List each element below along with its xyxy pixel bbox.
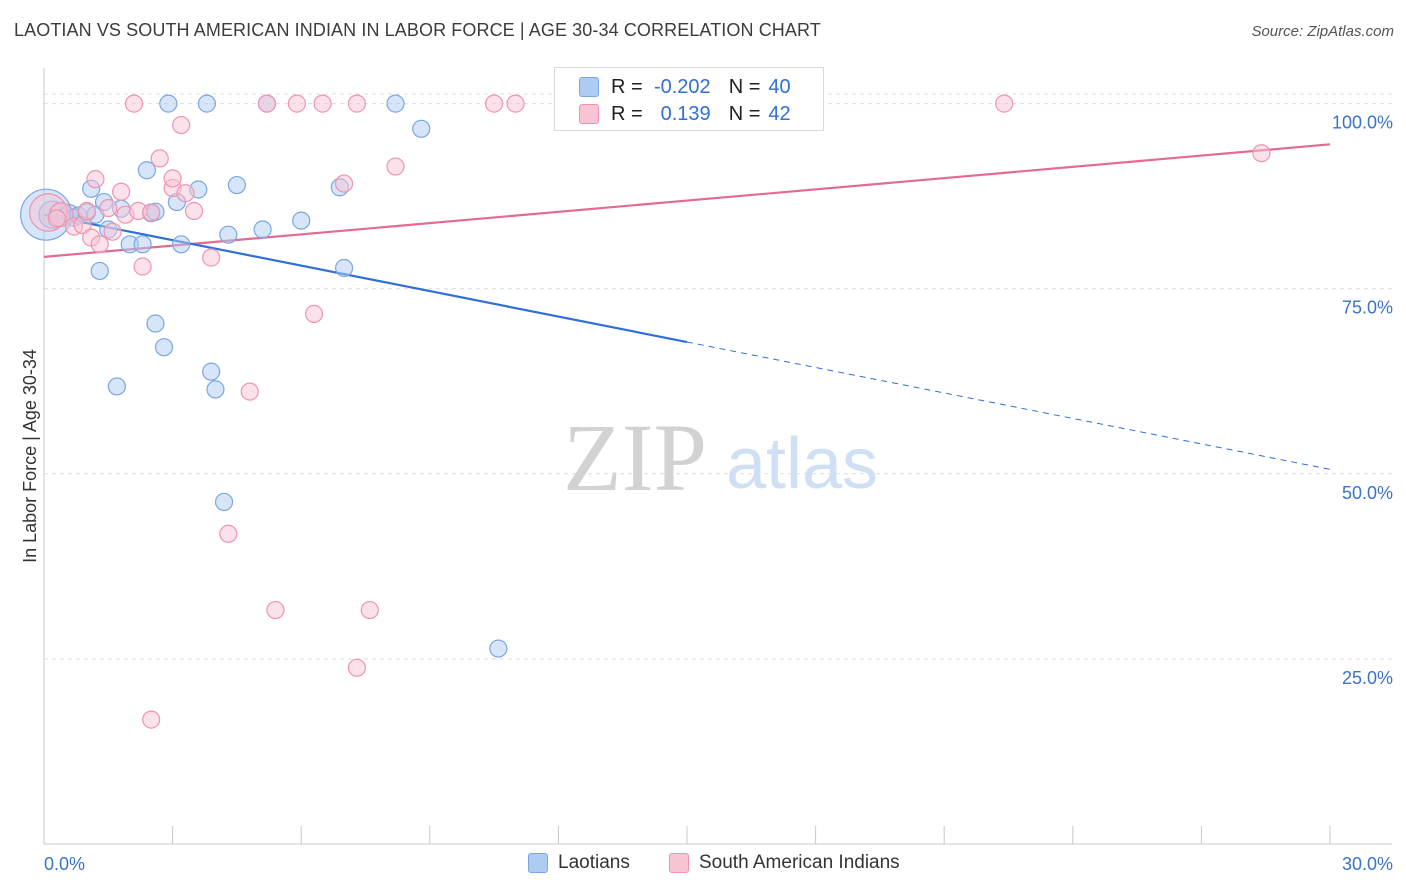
point-laotians: [133, 235, 152, 254]
point-laotians: [489, 639, 508, 658]
point-south-american-indians: [257, 94, 277, 113]
point-south-american-indians: [90, 235, 109, 254]
south-american-indians-legend-swatch: [669, 853, 689, 873]
point-laotians: [386, 94, 405, 113]
point-south-american-indians: [184, 201, 204, 221]
trend-line-laotians: [43, 213, 1331, 470]
south-american-indians-n-value: 42: [768, 102, 791, 125]
point-laotians: [90, 261, 109, 281]
legend-row-south-american-indians: R = 0.139 N = 42: [579, 101, 791, 127]
watermark-atlas: atlas: [726, 424, 878, 504]
south-american-indians-legend-label: South American Indians: [699, 852, 900, 873]
point-laotians: [292, 211, 311, 230]
laotians-n-value: 40: [768, 75, 791, 98]
series-legend: Laotians South American Indians: [0, 852, 1406, 878]
axes: 25.0% 50.0% 75.0% 100.0% 0.0% 30.0%: [43, 68, 1393, 874]
source-credit: Source: ZipAtlas.com: [1251, 23, 1394, 40]
point-laotians: [159, 94, 178, 113]
point-laotians: [214, 492, 234, 512]
stats-legend: R = -0.202 N = 40 R = 0.139 N = 42: [554, 67, 824, 131]
point-laotians: [137, 161, 156, 180]
point-south-american-indians: [313, 94, 332, 113]
laotians-swatch: [579, 77, 599, 97]
point-laotians: [172, 235, 191, 254]
trend-solid-laotians: [43, 213, 688, 344]
point-south-american-indians: [219, 524, 238, 543]
laotians-r-value: -0.202: [653, 75, 711, 98]
point-south-american-indians: [142, 710, 161, 729]
point-laotians: [253, 220, 272, 239]
point-laotians: [412, 119, 431, 138]
point-south-american-indians: [506, 94, 525, 113]
legend-item-laotians[interactable]: Laotians: [528, 852, 630, 874]
point-south-american-indians: [112, 182, 131, 201]
point-south-american-indians: [266, 600, 285, 620]
point-south-american-indians: [304, 304, 324, 323]
point-south-american-indians: [47, 209, 66, 228]
point-south-american-indians: [172, 115, 191, 135]
point-laotians: [334, 258, 354, 278]
n-label: N =: [728, 75, 761, 98]
point-south-american-indians: [133, 257, 152, 276]
point-south-american-indians: [240, 382, 259, 401]
point-laotians: [146, 314, 165, 333]
trend-line-south-american-indians: [43, 143, 1331, 258]
y-tick-label: 50.0%: [1342, 483, 1393, 503]
point-south-american-indians: [347, 658, 367, 677]
laotians-legend-swatch: [528, 853, 548, 873]
point-south-american-indians: [150, 149, 169, 168]
point-laotians: [197, 94, 216, 113]
legend-item-south-american-indians[interactable]: South American Indians: [669, 852, 900, 874]
south-american-indians-r-value: 0.139: [660, 102, 711, 125]
point-south-american-indians: [103, 222, 122, 241]
r-label: R =: [611, 75, 643, 98]
point-south-american-indians: [163, 169, 182, 188]
point-south-american-indians: [99, 198, 118, 218]
point-laotians: [219, 225, 238, 244]
point-south-american-indians: [77, 201, 96, 221]
point-south-american-indians: [360, 600, 379, 620]
south-american-indians-swatch: [579, 104, 599, 124]
point-south-american-indians: [995, 94, 1014, 113]
point-south-american-indians: [176, 184, 195, 203]
point-south-american-indians: [347, 94, 367, 113]
r-label: R =: [611, 102, 643, 125]
watermark-zip: ZIP: [563, 404, 707, 511]
y-tick-label: 25.0%: [1342, 668, 1393, 688]
point-laotians: [154, 338, 174, 357]
point-laotians: [206, 380, 225, 399]
point-south-american-indians: [124, 94, 144, 113]
chart-title: LAOTIAN VS SOUTH AMERICAN INDIAN IN LABO…: [14, 20, 821, 40]
y-tick-label: 100.0%: [1332, 113, 1393, 133]
point-laotians: [202, 362, 221, 381]
point-laotians: [227, 175, 246, 195]
y-axis-label: In Labor Force | Age 30-34: [20, 349, 40, 563]
point-south-american-indians: [86, 170, 105, 189]
point-south-american-indians: [202, 248, 221, 267]
n-label: N =: [728, 102, 761, 125]
laotians-legend-label: Laotians: [558, 852, 630, 873]
point-laotians: [107, 377, 126, 396]
point-south-american-indians: [287, 94, 307, 113]
point-south-american-indians: [1252, 144, 1271, 163]
x-tick-label: 0.0%: [44, 854, 85, 874]
trend-south-american-indians: [43, 143, 1331, 258]
legend-row-laotians: R = -0.202 N = 40: [579, 74, 791, 100]
x-tick-label: 30.0%: [1342, 854, 1393, 874]
point-south-american-indians: [334, 174, 354, 193]
points-south-american-indians: [28, 94, 1271, 729]
point-south-american-indians: [386, 157, 405, 176]
point-south-american-indians: [142, 203, 161, 222]
y-tick-label: 75.0%: [1342, 298, 1393, 318]
point-south-american-indians: [485, 94, 504, 113]
grid-lines: [44, 93, 1392, 660]
